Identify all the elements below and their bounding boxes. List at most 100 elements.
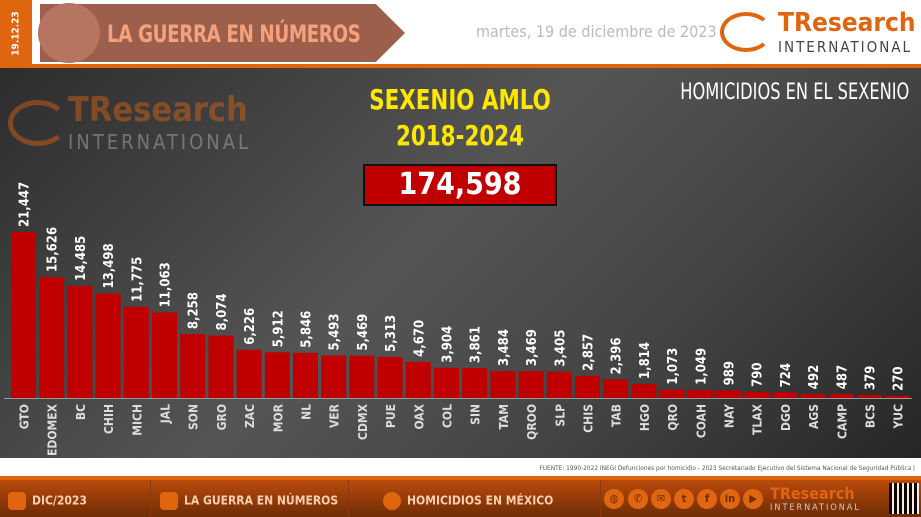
- sexenio-years: 2018-2024: [395, 119, 525, 152]
- value-label: 5,493: [328, 313, 343, 350]
- total-box: 174,598: [363, 164, 557, 206]
- category-label: GRO: [215, 404, 229, 430]
- category-label: TAB: [610, 404, 624, 427]
- bar-camp: [828, 394, 854, 398]
- value-label: 13,498: [102, 243, 117, 288]
- bar-mor: [264, 352, 290, 398]
- sexenio-name: SEXENIO AMLO: [369, 83, 551, 116]
- footer-logo-sub: INTERNATIONAL: [770, 503, 861, 513]
- category-label: YUC: [892, 404, 906, 430]
- bar-ags: [800, 394, 826, 398]
- divider: [0, 64, 921, 68]
- footer-logo-name: TResearch: [770, 484, 855, 503]
- mail-icon[interactable]: ✉: [651, 489, 671, 509]
- category-label: HGO: [638, 404, 652, 431]
- globe-icon[interactable]: ◍: [604, 489, 624, 509]
- category-label: CDMX: [356, 403, 370, 440]
- bar-tlax: [744, 391, 770, 398]
- category-label: CHIH: [102, 404, 116, 434]
- category-label: SIN: [469, 404, 483, 425]
- sexenio-heading: SEXENIO AMLO 2018-2024: [350, 82, 571, 154]
- category-label: BC: [74, 404, 88, 420]
- bar-chis: [575, 375, 600, 398]
- bar-nay: [716, 390, 741, 398]
- bar-dgo: [772, 392, 798, 398]
- bar-bcs: [857, 395, 882, 398]
- mexico-map-icon: [38, 3, 100, 63]
- category-label: CAMP: [835, 404, 849, 439]
- bar-qro: [659, 389, 685, 398]
- bar-hgo: [631, 383, 657, 398]
- bar-jal: [152, 312, 177, 398]
- chart-bubble-icon: [383, 492, 401, 510]
- logo-chart-icon: [8, 100, 68, 146]
- bar-gro: [208, 335, 234, 398]
- value-label: 11,775: [130, 257, 145, 302]
- map-pin-icon: [160, 492, 178, 510]
- value-label: 3,405: [553, 330, 568, 367]
- value-label: 2,857: [582, 334, 597, 371]
- twitter-icon[interactable]: t: [674, 489, 694, 509]
- header: 19.12.23 LA GUERRA EN NÚMEROS martes, 19…: [0, 0, 921, 66]
- whatsapp-icon[interactable]: ✆: [628, 489, 648, 509]
- bar-coah: [687, 389, 713, 398]
- category-label: VER: [328, 403, 342, 428]
- chart-title: HOMICIDIOS EN EL SEXENIO: [679, 80, 909, 105]
- footer-section[interactable]: LA GUERRA EN NÚMEROS: [160, 492, 338, 510]
- category-label: ZAC: [243, 404, 257, 428]
- youtube-icon[interactable]: ▶: [743, 489, 763, 509]
- facebook-icon[interactable]: f: [697, 489, 717, 509]
- value-label: 270: [892, 366, 907, 390]
- logo-chart-icon: [720, 12, 772, 52]
- category-label: CHIS: [582, 404, 596, 433]
- footer-section-text: LA GUERRA EN NÚMEROS: [184, 493, 339, 508]
- bar-nl: [293, 352, 318, 398]
- value-label: 3,861: [469, 326, 484, 363]
- linkedin-icon[interactable]: in: [720, 489, 740, 509]
- logo-sub: INTERNATIONAL: [778, 38, 913, 56]
- category-label: OAX: [412, 403, 426, 429]
- bar-cdmx: [349, 355, 375, 398]
- header-date: martes, 19 de diciembre de 2023: [476, 22, 717, 41]
- footer: DIC/2023 LA GUERRA EN NÚMEROS HOMICIDIOS…: [0, 476, 921, 517]
- banner-title: LA GUERRA EN NÚMEROS: [107, 20, 361, 48]
- category-label: NL: [300, 404, 314, 420]
- value-label: 11,063: [159, 262, 174, 307]
- bar-ver: [321, 355, 347, 398]
- value-label: 487: [835, 365, 850, 389]
- bar-qroo: [518, 371, 544, 398]
- bar-tam: [490, 371, 516, 398]
- category-label: DGO: [779, 404, 793, 431]
- value-label: 8,074: [215, 294, 230, 331]
- bar-yuc: [885, 395, 911, 398]
- bar-pue: [377, 356, 403, 398]
- value-label: 1,049: [694, 348, 709, 385]
- footer-date: DIC/2023: [8, 492, 87, 510]
- category-label: BCS: [864, 404, 878, 428]
- value-label: 492: [807, 365, 822, 389]
- logo-name: TResearch: [778, 8, 916, 38]
- value-label: 5,313: [384, 315, 399, 352]
- bar-mich: [123, 306, 149, 398]
- value-label: 5,469: [356, 314, 371, 351]
- value-label: 21,447: [18, 182, 33, 227]
- category-label: COAH: [694, 404, 708, 438]
- qr-code[interactable]: [889, 483, 919, 514]
- value-label: 4,670: [412, 320, 427, 357]
- bar-zac: [236, 349, 262, 398]
- footer-logo: TResearch INTERNATIONAL: [770, 484, 861, 513]
- logo-sub: INTERNATIONAL: [68, 130, 252, 154]
- calendar-icon: [8, 492, 26, 510]
- value-label: 1,073: [666, 348, 681, 385]
- bar-sin: [462, 368, 488, 398]
- footer-topic[interactable]: HOMICIDIOS EN MÉXICO: [383, 492, 553, 510]
- side-date: 19.12.23: [0, 0, 32, 66]
- value-label: 3,469: [525, 329, 540, 366]
- title-banner: [40, 4, 405, 62]
- category-label: GTO: [18, 404, 32, 429]
- category-label: TLAX: [751, 403, 765, 435]
- footer-date-text: DIC/2023: [32, 493, 87, 508]
- category-label: COL: [441, 404, 455, 428]
- bar-oax: [405, 361, 431, 398]
- source-note: FUENTE: 1990-2022 INEGI Defunciones por …: [539, 464, 915, 472]
